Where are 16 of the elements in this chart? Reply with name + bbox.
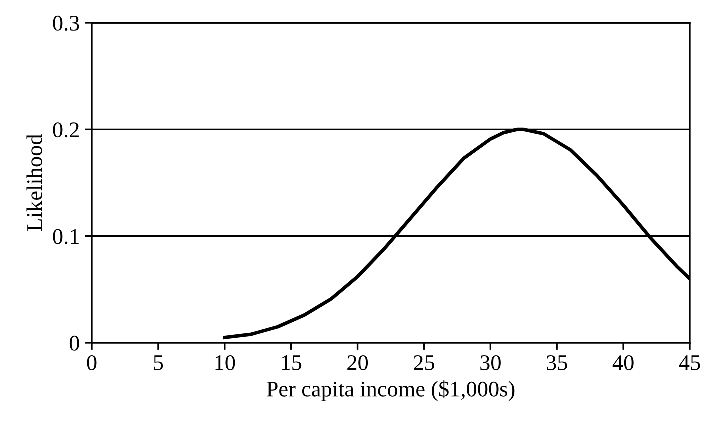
x-tick-label: 30: [480, 355, 501, 370]
x-tick-label: 15: [282, 356, 302, 370]
x-tick-label: 35: [547, 356, 568, 370]
y-axis-title: Likelihood: [26, 134, 42, 232]
x-tick-label: 10: [216, 355, 236, 370]
y-tick-label: 0.3: [53, 16, 80, 32]
x-tick-label: 20: [348, 355, 368, 370]
x-tick-label: 45: [679, 356, 700, 370]
y-tick-label: 0.1: [53, 229, 79, 244]
y-tick-label: 0: [70, 336, 80, 351]
x-tick-label: 0: [87, 355, 97, 370]
x-tick-label: 40: [612, 355, 634, 370]
x-tick-label: 25: [414, 356, 434, 370]
x-axis-title: Per capita income ($1,000s): [266, 380, 515, 402]
y-tick-label: 0.2: [53, 122, 79, 138]
x-tick-label: 5: [154, 356, 164, 370]
